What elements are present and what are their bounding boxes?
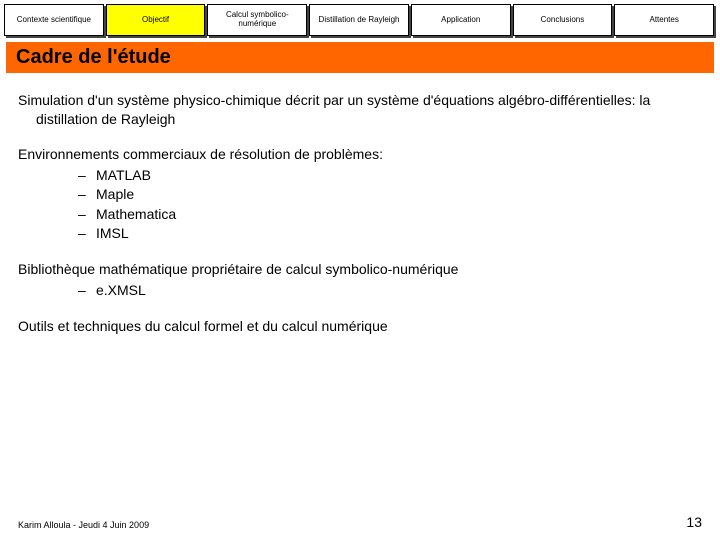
slide-content: Simulation d'un système physico-chimique… — [0, 73, 720, 335]
env-list: –MATLAB –Maple –Mathematica –IMSL — [78, 166, 702, 244]
paragraph-env-heading: Environnements commerciaux de résolution… — [18, 145, 702, 164]
tab-objectif[interactable]: Objectif — [106, 4, 206, 36]
tab-label: Objectif — [142, 16, 169, 25]
slide-number: 13 — [686, 514, 702, 530]
tab-application[interactable]: Application — [411, 4, 511, 36]
list-item: –Maple — [78, 185, 702, 205]
paragraph-intro: Simulation d'un système physico-chimique… — [18, 91, 702, 129]
tab-label: Application — [441, 16, 480, 25]
paragraph-tools: Outils et techniques du calcul formel et… — [18, 317, 702, 336]
list-item: –Mathematica — [78, 205, 702, 225]
tab-distillation[interactable]: Distillation de Rayleigh — [309, 4, 409, 36]
tab-bar: Contexte scientifique Objectif Calcul sy… — [0, 0, 720, 36]
list-item: –MATLAB — [78, 166, 702, 186]
list-item-label: MATLAB — [96, 167, 151, 183]
list-item-label: Mathematica — [96, 206, 176, 222]
list-item: –e.XMSL — [78, 281, 702, 301]
list-item: –IMSL — [78, 224, 702, 244]
tab-attentes[interactable]: Attentes — [614, 4, 714, 36]
tab-label: Contexte scientifique — [17, 16, 91, 25]
tab-calcul[interactable]: Calcul symbolico- numérique — [207, 4, 307, 36]
tab-label: Calcul symbolico- numérique — [210, 11, 304, 29]
lib-list: –e.XMSL — [78, 281, 702, 301]
footer-author-date: Karim Alloula - Jeudi 4 Juin 2009 — [18, 520, 149, 530]
tab-conclusions[interactable]: Conclusions — [513, 4, 613, 36]
list-item-label: IMSL — [96, 225, 129, 241]
tab-label: Distillation de Rayleigh — [319, 16, 400, 25]
paragraph-lib-heading: Bibliothèque mathématique propriétaire d… — [18, 260, 702, 279]
list-item-label: e.XMSL — [96, 282, 146, 298]
tab-label: Conclusions — [541, 16, 585, 25]
title-bar: Cadre de l'étude — [6, 42, 714, 73]
slide-title: Cadre de l'étude — [16, 46, 704, 69]
tab-contexte[interactable]: Contexte scientifique — [4, 4, 104, 36]
list-item-label: Maple — [96, 186, 134, 202]
footer: Karim Alloula - Jeudi 4 Juin 2009 13 — [18, 514, 702, 530]
tab-label: Attentes — [649, 16, 678, 25]
